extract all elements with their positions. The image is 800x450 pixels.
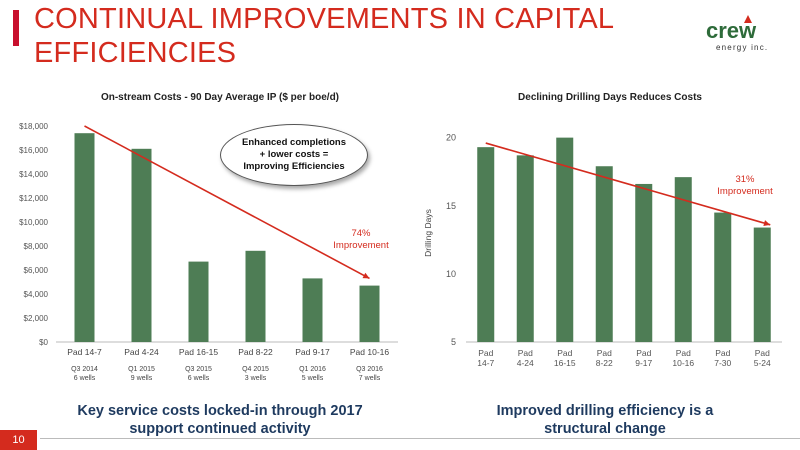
title-accent-bar [13, 10, 19, 46]
left-y-tick-label: $10,000 [19, 218, 48, 227]
left-x-sublabel: 6 wells [188, 375, 210, 382]
logo-subtext: energy inc. [716, 43, 768, 52]
left-y-tick-label: $18,000 [19, 122, 48, 131]
left-trend-arrowhead [362, 272, 370, 279]
right-x-tick-label: 9-17 [635, 358, 652, 368]
left-bar [302, 278, 323, 342]
left-x-sublabel: Q4 2015 [242, 366, 269, 373]
left-caption: Key service costs locked-in through 2017… [40, 402, 400, 438]
right-improvement-word: Improvement [717, 186, 773, 197]
left-bar [359, 285, 380, 342]
right-trend-arrowhead [763, 220, 771, 227]
left-chart-title: On-stream Costs - 90 Day Average IP ($ p… [100, 92, 340, 103]
logo-flame-icon [744, 15, 752, 23]
page-number: 10 [0, 430, 37, 450]
left-y-tick-label: $14,000 [19, 170, 48, 179]
right-caption-line-1: Improved drilling efficiency is a [496, 403, 714, 419]
left-improvement-word: Improvement [333, 240, 389, 251]
left-x-tick-label: Pad 16-15 [179, 347, 218, 357]
left-x-sublabel: Q3 2016 [356, 366, 383, 373]
left-x-tick-label: Pad 8-22 [238, 347, 273, 357]
left-x-sublabel: 7 wells [359, 375, 381, 382]
right-y-axis-label: Drilling Days [423, 209, 433, 257]
left-trend-line [84, 125, 370, 280]
callout-line-3: Improving Efficiencies [243, 161, 345, 172]
right-bar [595, 166, 613, 342]
callout-line-2: + lower costs = [259, 149, 329, 160]
left-x-tick-label: Pad 10-16 [350, 347, 389, 357]
right-x-tick-label: Pad [518, 348, 533, 358]
right-improvement-label: 31% Improvement [705, 174, 785, 198]
right-bar [714, 212, 732, 342]
left-x-sublabel: 5 wells [302, 375, 324, 382]
right-x-tick-label: 7-30 [714, 358, 731, 368]
left-caption-line-2: support continued activity [129, 421, 311, 437]
title-line-2: EFFICIENCIES [34, 37, 237, 69]
left-bar [131, 148, 152, 342]
right-x-tick-label: Pad [715, 348, 730, 358]
left-x-sublabel: Q1 2015 [128, 366, 155, 373]
right-bar [556, 137, 574, 342]
left-bar [74, 133, 95, 342]
right-x-tick-label: 16-15 [554, 358, 576, 368]
efficiency-callout: Enhanced completions + lower costs = Imp… [220, 124, 368, 186]
left-improvement-pct: 74% [351, 228, 371, 239]
right-chart-title: Declining Drilling Days Reduces Costs [518, 92, 702, 103]
right-x-tick-label: Pad [636, 348, 651, 358]
right-y-tick-label: 20 [446, 133, 456, 143]
right-x-tick-label: Pad [755, 348, 770, 358]
left-x-sublabel: 3 wells [245, 375, 267, 382]
left-bar [188, 261, 209, 342]
left-bar [245, 250, 266, 342]
left-y-tick-label: $8,000 [24, 242, 49, 251]
right-y-tick-label: 5 [451, 337, 456, 347]
right-y-tick-label: 15 [446, 201, 456, 211]
left-x-tick-label: Pad 14-7 [67, 347, 102, 357]
left-x-sublabel: Q3 2014 [71, 366, 98, 373]
left-caption-line-1: Key service costs locked-in through 2017 [77, 403, 363, 419]
right-x-tick-label: 10-16 [672, 358, 694, 368]
left-x-sublabel: Q1 2016 [299, 366, 326, 373]
left-x-sublabel: Q3 2015 [185, 366, 212, 373]
right-x-tick-label: 4-24 [517, 358, 534, 368]
right-y-tick-label: 10 [446, 269, 456, 279]
right-x-tick-label: Pad [597, 348, 612, 358]
title-line-1: CONTINUAL IMPROVEMENTS IN CAPITAL [34, 3, 615, 35]
page-title: CONTINUAL IMPROVEMENTS IN CAPITAL EFFICI… [34, 2, 634, 70]
callout-line-1: Enhanced completions [242, 137, 346, 148]
right-caption: Improved drilling efficiency is a struct… [455, 402, 755, 438]
left-y-tick-label: $4,000 [24, 290, 49, 299]
left-y-tick-label: $2,000 [24, 314, 49, 323]
right-x-tick-label: 14-7 [477, 358, 494, 368]
left-y-tick-label: $12,000 [19, 194, 48, 203]
right-improvement-pct: 31% [735, 174, 755, 185]
right-bar [635, 183, 653, 342]
right-bar [753, 227, 771, 342]
left-x-sublabel: 6 wells [74, 375, 96, 382]
left-y-tick-label: $0 [39, 338, 48, 347]
right-bar [674, 177, 692, 342]
right-bar [516, 155, 534, 342]
right-x-tick-label: Pad [676, 348, 691, 358]
left-improvement-label: 74% Improvement [318, 228, 404, 252]
right-bar [477, 147, 495, 342]
left-y-tick-label: $6,000 [24, 266, 49, 275]
left-x-sublabel: 9 wells [131, 375, 153, 382]
left-x-tick-label: Pad 9-17 [295, 347, 330, 357]
left-x-tick-label: Pad 4-24 [124, 347, 159, 357]
right-trend-line [485, 142, 771, 226]
footer-divider [40, 438, 800, 439]
crew-logo: crew energy inc. [706, 15, 768, 52]
right-caption-line-2: structural change [544, 421, 666, 437]
right-x-tick-label: 5-24 [754, 358, 771, 368]
right-x-tick-label: Pad [478, 348, 493, 358]
right-x-tick-label: 8-22 [596, 358, 613, 368]
left-y-tick-label: $16,000 [19, 146, 48, 155]
right-x-tick-label: Pad [557, 348, 572, 358]
